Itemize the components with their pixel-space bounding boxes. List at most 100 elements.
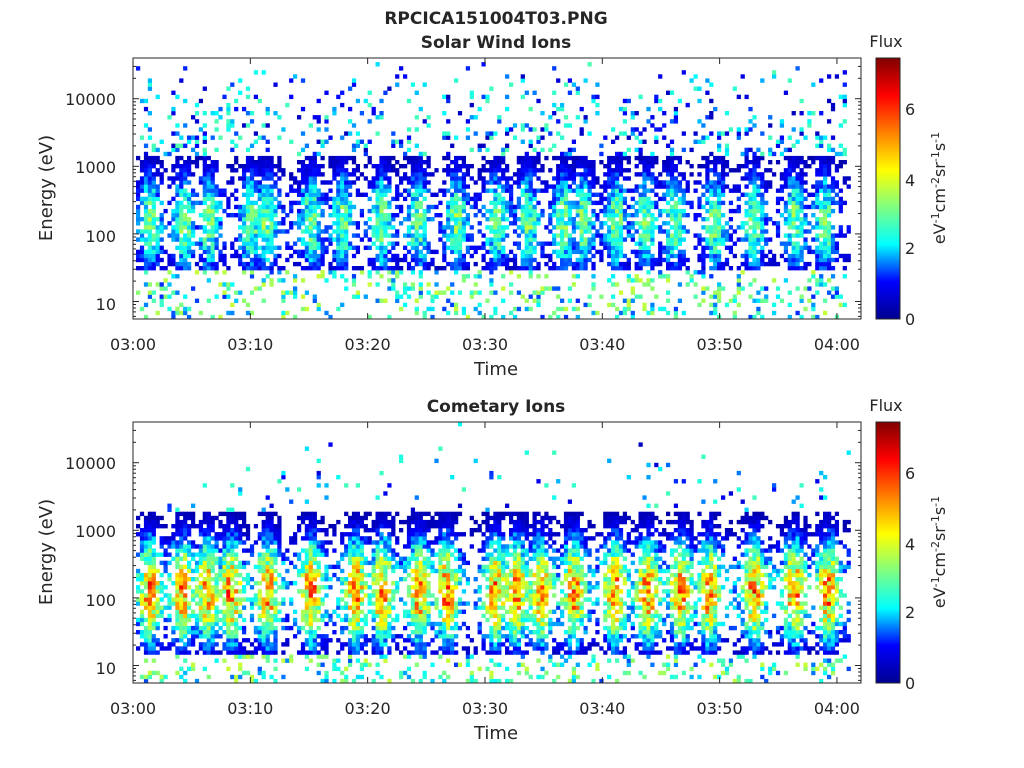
flux-cell	[312, 253, 317, 259]
flux-cell	[567, 184, 573, 189]
flux-cell	[187, 524, 192, 529]
flux-cell	[332, 253, 337, 259]
flux-cell	[245, 310, 251, 316]
flux-cell	[772, 261, 777, 267]
flux-cell	[512, 172, 518, 177]
flux-cell	[324, 115, 329, 120]
flux-cell	[791, 192, 796, 197]
flux-cell	[579, 208, 584, 214]
flux-cell	[391, 139, 396, 144]
flux-cell	[179, 221, 184, 226]
flux-cell	[438, 213, 443, 218]
flux-cell	[226, 282, 231, 287]
flux-cell	[567, 176, 573, 181]
flux-cell	[151, 160, 156, 165]
flux-cell	[238, 564, 243, 570]
flux-cell	[257, 204, 262, 210]
flux-cell	[583, 213, 588, 218]
flux-cell	[143, 155, 149, 161]
flux-cell	[198, 241, 204, 246]
flux-cell	[332, 155, 337, 161]
flux-cell	[269, 192, 274, 197]
flux-cell	[414, 229, 419, 234]
flux-cell	[603, 221, 608, 226]
flux-cell	[269, 176, 274, 181]
flux-cell	[222, 617, 227, 623]
flux-cell	[642, 127, 647, 132]
flux-cell	[222, 94, 227, 100]
flux-cell	[567, 172, 573, 177]
flux-cell	[155, 192, 160, 197]
flux-cell	[336, 306, 341, 312]
flux-cell	[214, 188, 219, 193]
flux-cell	[701, 155, 706, 161]
flux-cell	[218, 257, 223, 263]
flux-cell	[760, 217, 765, 222]
flux-cell	[791, 208, 796, 214]
flux-cell	[560, 298, 565, 303]
flux-cell	[238, 217, 243, 222]
flux-cell	[634, 266, 639, 271]
flux-cell	[139, 589, 145, 594]
flux-cell	[206, 233, 211, 238]
flux-cell	[340, 221, 345, 226]
flux-cell	[418, 233, 423, 238]
flux-cell	[344, 233, 349, 238]
flux-cell	[638, 147, 643, 153]
flux-cell	[618, 229, 624, 234]
flux-cell	[677, 160, 683, 165]
flux-cell	[379, 155, 384, 161]
flux-cell	[147, 176, 153, 181]
flux-cell	[650, 123, 655, 128]
flux-cell	[779, 213, 785, 218]
flux-cell	[261, 278, 266, 283]
flux-cell	[214, 225, 219, 230]
flux-cell	[210, 135, 215, 140]
flux-cell	[803, 180, 808, 185]
flux-cell	[155, 638, 160, 643]
flux-cell	[505, 266, 510, 271]
flux-cell	[666, 143, 671, 148]
flux-cell	[328, 180, 333, 185]
flux-cell	[736, 302, 741, 308]
flux-cell	[717, 290, 722, 295]
flux-cell	[560, 266, 565, 271]
flux-cell	[143, 678, 149, 684]
flux-cell	[163, 286, 168, 291]
flux-cell	[615, 192, 620, 197]
flux-cell	[709, 310, 714, 316]
flux-cell	[626, 306, 631, 312]
flux-cell	[399, 204, 404, 210]
spectrogram-cells	[136, 422, 851, 684]
flux-cell	[815, 237, 820, 242]
flux-cell	[811, 111, 816, 116]
flux-cell	[147, 577, 153, 582]
flux-cell	[143, 642, 149, 647]
flux-cell	[819, 78, 824, 83]
flux-cell	[418, 286, 423, 291]
flux-cell	[143, 237, 149, 242]
flux-cell	[666, 278, 671, 283]
flux-cell	[418, 151, 423, 157]
colorbar-tick-label: 4	[905, 171, 915, 190]
flux-cell	[689, 172, 694, 177]
flux-cell	[159, 524, 164, 529]
flux-cell	[226, 524, 231, 529]
flux-cell	[136, 290, 141, 295]
flux-cell	[783, 257, 789, 263]
flux-cell	[501, 245, 506, 250]
flux-cell	[344, 168, 349, 173]
flux-cell	[210, 528, 215, 533]
flux-cell	[242, 168, 247, 173]
flux-cell	[202, 237, 207, 242]
flux-cell	[183, 196, 188, 202]
flux-cell	[827, 147, 832, 153]
flux-cell	[752, 172, 757, 177]
flux-cell	[187, 617, 192, 623]
flux-cell	[214, 613, 219, 619]
flux-cell	[147, 229, 153, 234]
flux-cell	[159, 229, 164, 234]
flux-cell	[693, 213, 698, 218]
flux-cell	[226, 601, 231, 606]
flux-cell	[249, 249, 255, 255]
